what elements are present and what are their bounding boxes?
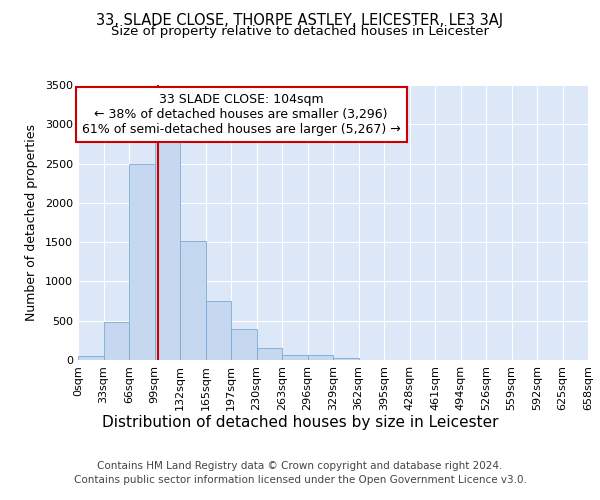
Y-axis label: Number of detached properties: Number of detached properties: [25, 124, 38, 321]
Bar: [308, 356, 333, 360]
Bar: [205, 301, 231, 360]
Text: 33, SLADE CLOSE, THORPE ASTLEY, LEICESTER, LE3 3AJ: 33, SLADE CLOSE, THORPE ASTLEY, LEICESTE…: [97, 12, 503, 28]
Text: Distribution of detached houses by size in Leicester: Distribution of detached houses by size …: [102, 415, 498, 430]
Bar: [333, 358, 359, 360]
Text: 33 SLADE CLOSE: 104sqm
← 38% of detached houses are smaller (3,296)
61% of semi-: 33 SLADE CLOSE: 104sqm ← 38% of detached…: [82, 93, 401, 136]
Text: Contains HM Land Registry data © Crown copyright and database right 2024.: Contains HM Land Registry data © Crown c…: [97, 461, 503, 471]
Bar: [155, 138, 180, 360]
Bar: [231, 328, 257, 360]
Bar: [104, 322, 129, 360]
Text: Contains public sector information licensed under the Open Government Licence v3: Contains public sector information licen…: [74, 475, 526, 485]
Bar: [257, 348, 282, 360]
Bar: [282, 356, 308, 360]
Bar: [78, 356, 104, 360]
Text: Size of property relative to detached houses in Leicester: Size of property relative to detached ho…: [111, 25, 489, 38]
Bar: [129, 164, 155, 360]
Bar: [180, 240, 205, 360]
